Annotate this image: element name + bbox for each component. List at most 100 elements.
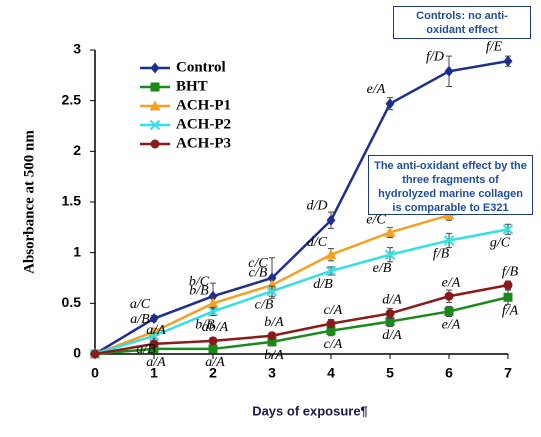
data-point — [443, 235, 455, 246]
data-point — [444, 306, 454, 316]
data-point — [444, 291, 454, 301]
point-label: c/A — [324, 337, 343, 352]
legend-label: ACH-P2 — [176, 116, 231, 132]
y-tick-label: 2 — [73, 142, 81, 158]
callout: Controls: no anti-oxidant effect — [393, 6, 531, 39]
point-label: d/A — [382, 293, 402, 308]
point-label: b/A — [264, 348, 284, 363]
data-point — [326, 214, 336, 226]
data-point — [267, 331, 277, 341]
point-label: a/A — [146, 355, 166, 370]
data-point — [325, 265, 337, 277]
series-line — [94, 283, 509, 356]
data-point — [208, 344, 218, 354]
point-label: f/D — [426, 49, 444, 64]
data-point — [325, 249, 337, 260]
point-label: e/A — [442, 318, 461, 333]
x-axis-title: Days of exposure¶ — [252, 403, 368, 418]
legend-label: BHT — [176, 78, 208, 94]
x-tick-label: 7 — [504, 365, 512, 381]
point-label: a/C — [130, 297, 151, 312]
data-point — [149, 313, 159, 325]
data-point — [502, 224, 514, 235]
x-tick-label: 1 — [150, 365, 158, 381]
point-label: e/A — [367, 82, 386, 97]
point-label: a/A — [205, 355, 225, 370]
legend-label: ACH-P1 — [176, 97, 231, 113]
data-point — [385, 98, 395, 110]
point-label: e/B — [373, 261, 392, 276]
data-point — [444, 65, 454, 77]
point-label: f/B — [433, 247, 450, 262]
point-label: f/E — [486, 39, 503, 54]
data-point — [148, 330, 160, 341]
series-line — [94, 296, 509, 356]
data-point — [503, 55, 513, 67]
data-point — [267, 337, 277, 347]
data-point — [207, 306, 219, 317]
data-point — [384, 226, 396, 237]
data-point — [207, 297, 219, 308]
x-tick-label: 6 — [445, 365, 453, 381]
data-point — [503, 280, 513, 290]
point-label: d/B — [313, 277, 333, 292]
data-point — [326, 319, 336, 329]
data-point — [90, 349, 100, 359]
data-point — [326, 326, 336, 336]
legend-label: Control — [176, 59, 226, 75]
series-line — [94, 228, 509, 356]
x-tick-label: 4 — [327, 365, 335, 381]
point-label: d/C — [307, 235, 328, 250]
data-point — [385, 317, 395, 327]
data-point — [267, 272, 277, 284]
y-axis-title: Absorbance at 500 nm — [21, 130, 37, 274]
point-label: a/B — [136, 342, 156, 357]
data-point — [385, 308, 395, 318]
point-label: f/B — [502, 264, 519, 279]
data-point — [503, 292, 513, 302]
data-point — [208, 290, 218, 302]
point-label: c/B — [255, 297, 274, 312]
legend-marker — [150, 62, 160, 74]
point-label: c/C — [248, 256, 268, 271]
legend-label: ACH-P3 — [176, 135, 231, 151]
point-label: b/B — [195, 318, 215, 333]
legend-marker — [150, 82, 160, 92]
series-line — [94, 59, 509, 356]
x-tick-label: 0 — [91, 365, 99, 381]
point-label: d/A — [382, 328, 402, 343]
y-tick-label: 0.5 — [62, 294, 82, 310]
point-label: a/A — [146, 323, 166, 338]
point-label: e/A — [442, 275, 461, 290]
legend-marker — [149, 100, 161, 111]
data-point — [384, 249, 396, 260]
y-tick-label: 1.5 — [62, 193, 82, 209]
point-label: c/A — [324, 303, 343, 318]
data-point — [149, 339, 159, 349]
x-tick-label: 5 — [386, 365, 394, 381]
point-label: f/A — [502, 303, 519, 318]
y-tick-label: 2.5 — [62, 91, 82, 107]
legend-marker — [149, 119, 161, 131]
series-line — [94, 205, 509, 356]
y-tick-label: 1 — [73, 243, 81, 259]
callout: The anti-oxidant effect by the three fra… — [368, 155, 533, 215]
point-label: b/B — [189, 284, 209, 299]
legend-marker — [150, 139, 160, 149]
data-point — [149, 344, 159, 354]
point-label: ab/A — [202, 320, 229, 335]
point-label: b/C — [189, 274, 210, 289]
y-tick-label: 3 — [73, 41, 81, 57]
x-tick-label: 2 — [209, 365, 217, 381]
point-label: c/B — [249, 265, 268, 280]
data-point — [266, 285, 278, 297]
point-label: g/C — [490, 236, 511, 251]
point-label: b/A — [264, 315, 284, 330]
x-tick-label: 3 — [268, 365, 276, 381]
y-tick-label: 0 — [73, 345, 81, 361]
point-label: d/D — [307, 198, 328, 213]
point-label: a/B — [130, 312, 150, 327]
point-label: e/C — [366, 213, 386, 228]
